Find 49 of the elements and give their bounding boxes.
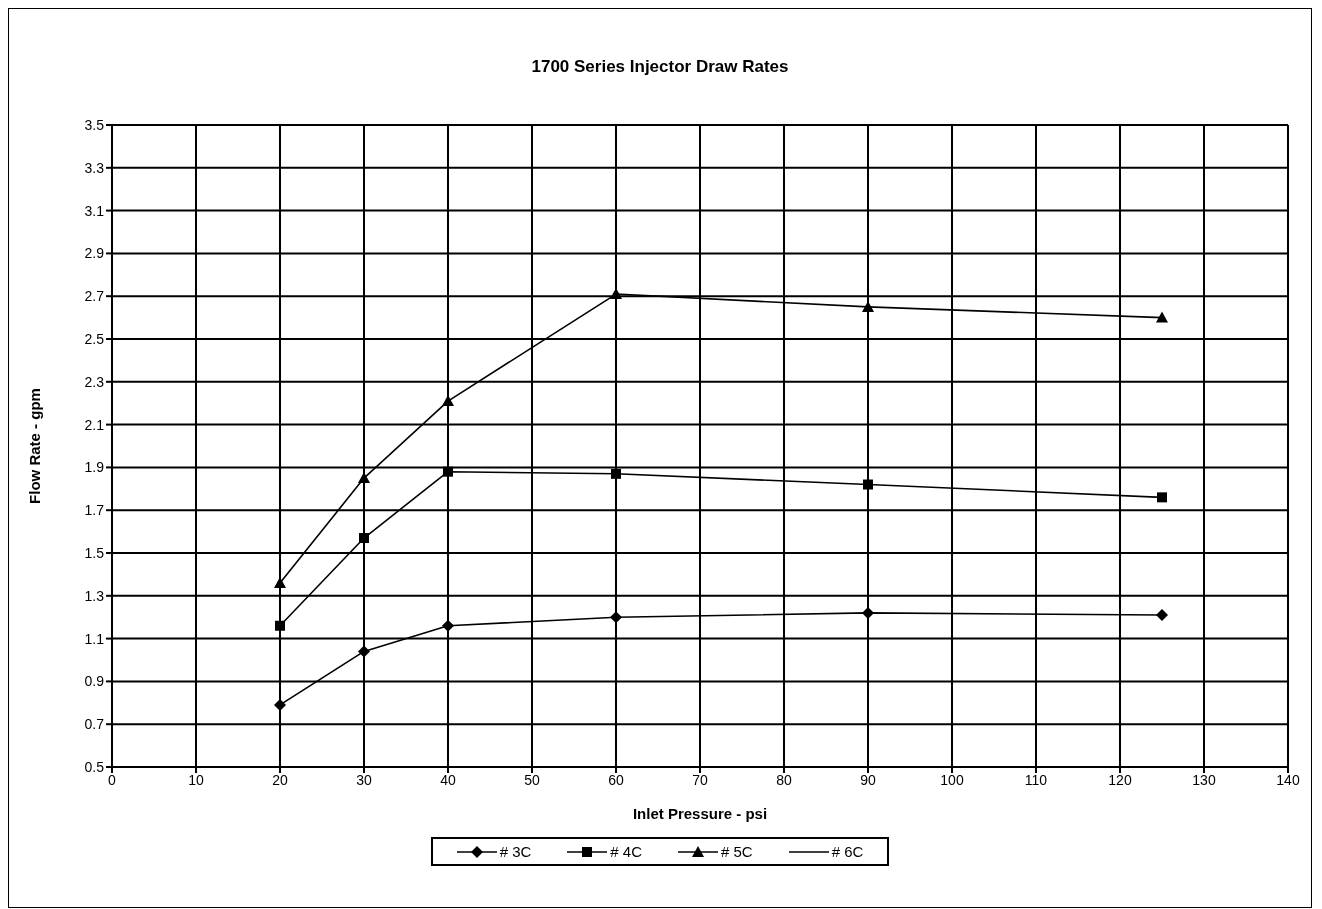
x-tick-label: 0 <box>108 771 117 788</box>
y-tick-label: 2.3 <box>84 373 105 390</box>
y-tick-label: 1.5 <box>84 544 105 561</box>
point <box>359 533 369 544</box>
y-tick-label: 2.5 <box>84 330 105 347</box>
point <box>442 619 454 632</box>
chart-title: 1700 Series Injector Draw Rates <box>530 57 790 77</box>
y-tick-label: 3.1 <box>84 202 105 219</box>
x-tick-label: 60 <box>608 771 624 788</box>
point <box>358 645 370 658</box>
point <box>1156 311 1168 323</box>
point <box>610 611 622 624</box>
x-tick-label: 20 <box>272 771 288 788</box>
y-axis-title: Flow Rate - gpm <box>26 388 44 504</box>
point <box>1157 492 1167 503</box>
x-tick-label: 130 <box>1192 771 1216 788</box>
point <box>611 468 621 479</box>
y-tick-label: 1.3 <box>84 587 105 604</box>
legend-label: # 3C <box>499 843 532 860</box>
x-tick-label: 70 <box>692 771 708 788</box>
legend-label: # 6C <box>831 843 864 860</box>
y-tick-label: 3.5 <box>84 116 105 133</box>
x-tick-label: 30 <box>356 771 372 788</box>
y-tick-label: 0.7 <box>84 716 105 733</box>
x-tick-label: 80 <box>776 771 792 788</box>
legend-label: # 5C <box>721 843 753 860</box>
x-tick-label: 50 <box>524 771 540 788</box>
point <box>863 479 873 490</box>
point <box>275 620 285 631</box>
point <box>1156 609 1168 622</box>
legend-label: # 4C <box>610 843 642 860</box>
y-tick-label: 1.1 <box>84 630 105 647</box>
x-tick-label: 40 <box>440 771 456 788</box>
x-tick-label: 10 <box>188 771 204 788</box>
x-tick-label: 100 <box>940 771 964 788</box>
point <box>443 466 453 477</box>
y-tick-label: 0.5 <box>84 758 105 775</box>
x-tick-label: 120 <box>1108 771 1132 788</box>
x-tick-label: 140 <box>1276 771 1300 788</box>
y-tick-label: 2.9 <box>84 245 105 262</box>
x-tick-label: 110 <box>1024 771 1048 788</box>
x-tick-label: 90 <box>860 771 876 788</box>
x-axis-title: Inlet Pressure - psi <box>632 805 768 822</box>
y-tick-label: 1.7 <box>84 502 105 519</box>
y-tick-label: 3.3 <box>84 159 105 176</box>
y-tick-label: 2.7 <box>84 288 105 305</box>
y-tick-label: 2.1 <box>84 416 105 433</box>
y-tick-label: 1.9 <box>84 459 105 476</box>
y-tick-label: 0.9 <box>84 673 105 690</box>
